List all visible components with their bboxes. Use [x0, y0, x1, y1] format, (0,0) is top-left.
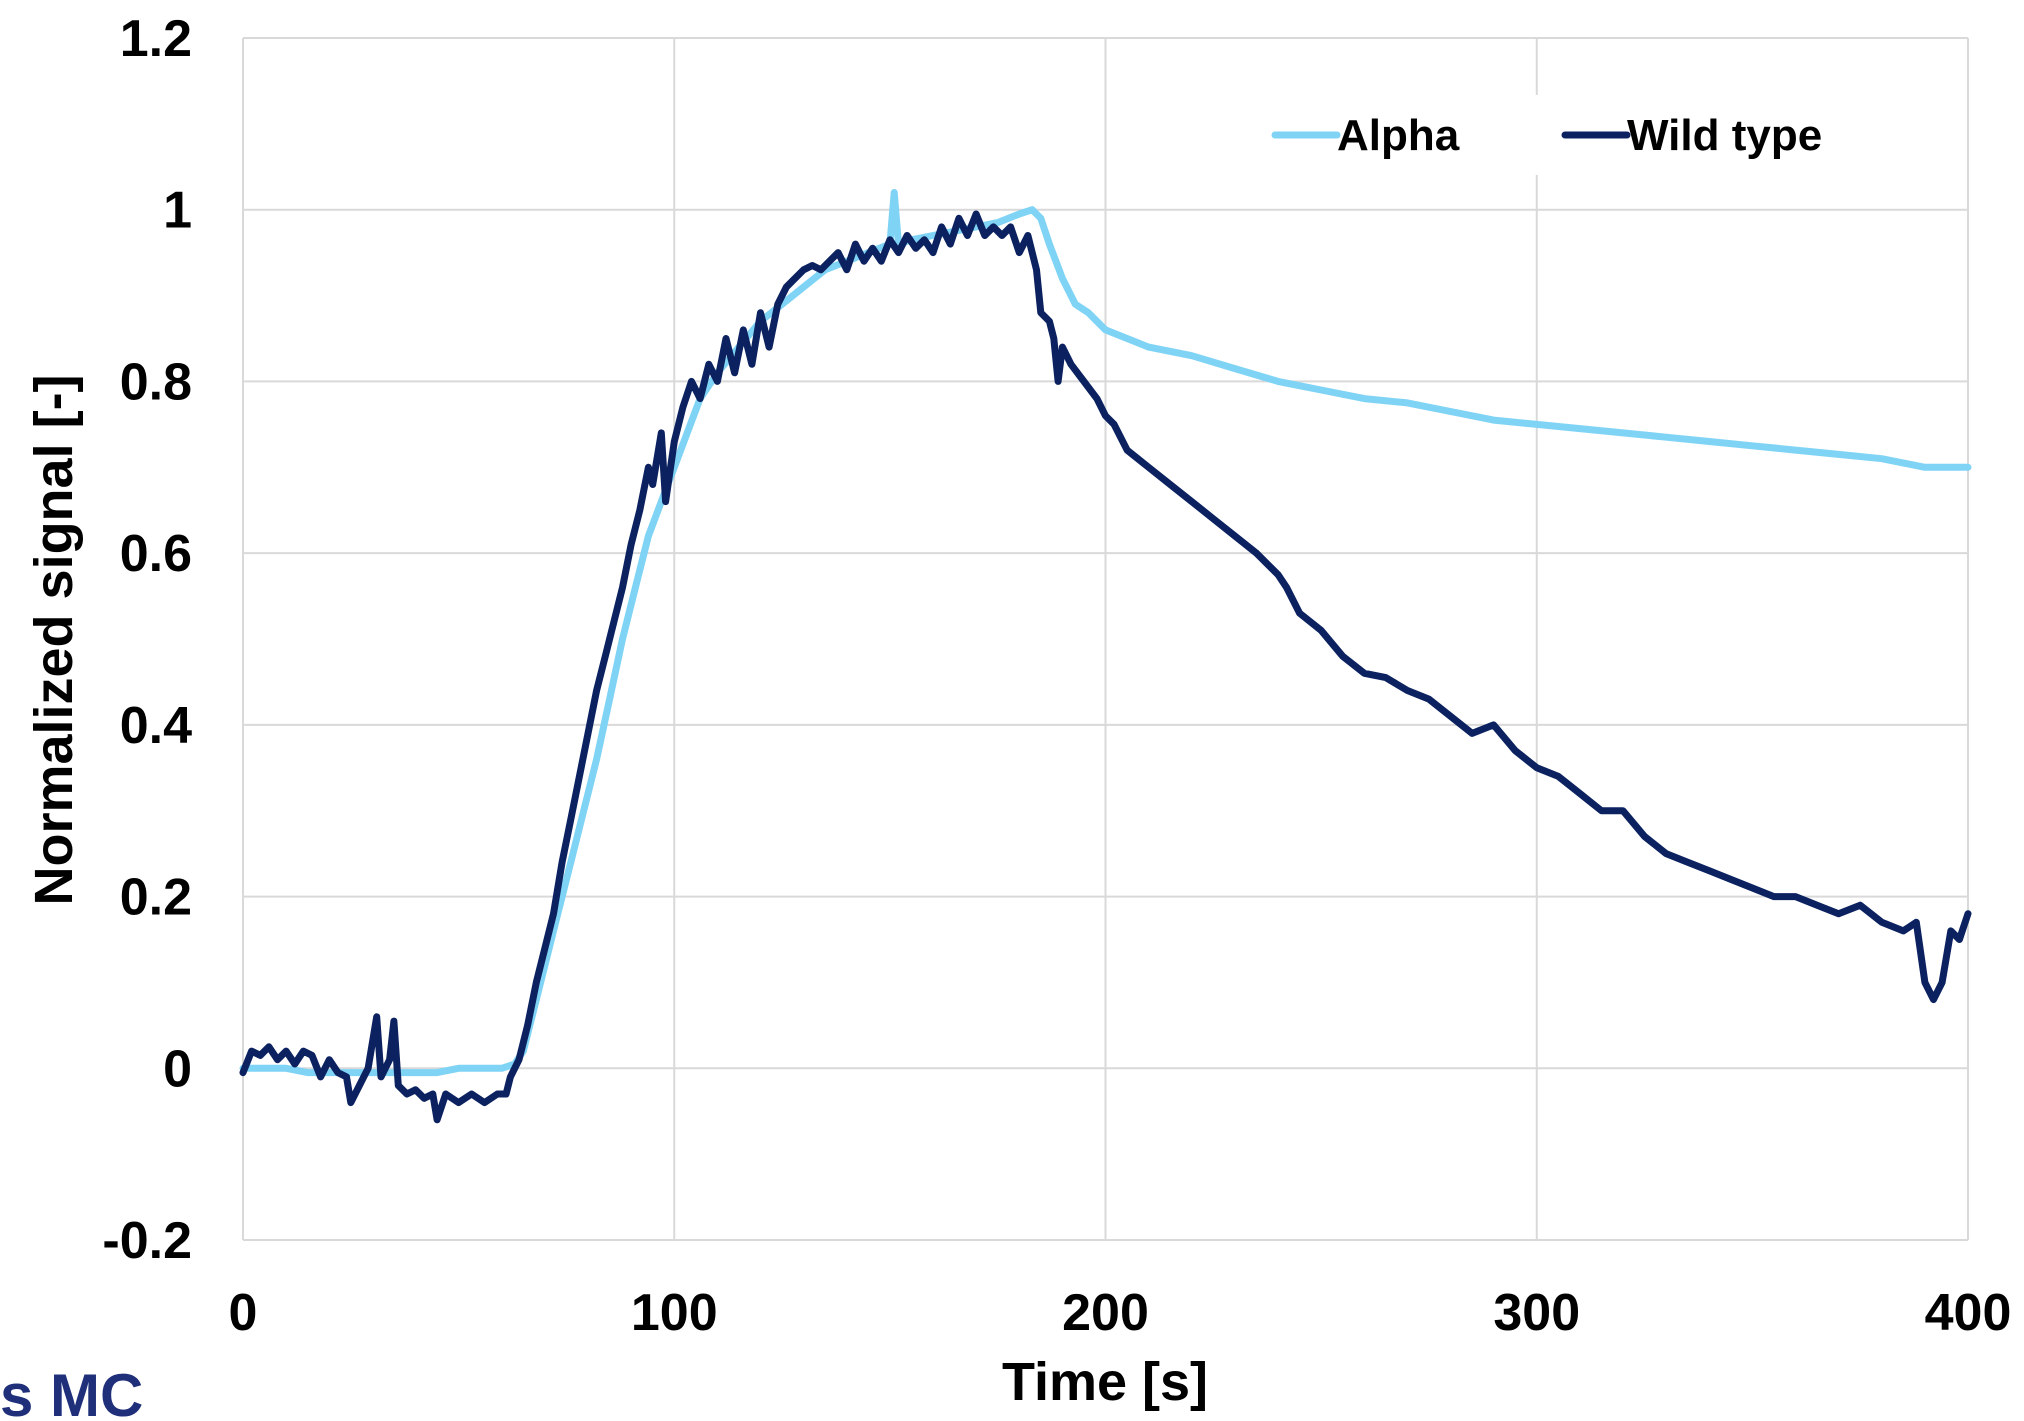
legend: Alpha Wild type: [1262, 95, 1862, 175]
x-tick-label: 0: [229, 1284, 258, 1342]
y-axis-title: Normalized signal [-]: [24, 374, 84, 905]
gridlines: [242, 37, 1969, 1241]
series-line-wild-type: [239, 210, 1972, 1124]
y-tick-label: -0.2: [102, 1212, 192, 1270]
x-tick-label: 300: [1493, 1284, 1580, 1342]
y-tick-label: 0.8: [120, 353, 192, 411]
y-tick-label: 0: [163, 1040, 192, 1098]
y-tick-label: 0.2: [120, 869, 192, 927]
y-tick-label: 0.6: [120, 525, 192, 583]
y-tick-label: 0.4: [120, 697, 192, 755]
x-tick-label: 400: [1925, 1284, 2012, 1342]
legend-label: Wild type: [1627, 111, 1822, 160]
x-tick-label: 100: [631, 1284, 718, 1342]
x-tick-label: 200: [1062, 1284, 1149, 1342]
y-tick-label: 1: [163, 182, 192, 240]
series-line-alpha: [239, 189, 1972, 1077]
x-axis-title: Time [s]: [1002, 1352, 1208, 1412]
y-tick-label: 1.2: [120, 10, 192, 68]
legend-label: Alpha: [1337, 111, 1460, 160]
watermark-logo: s MC: [0, 1362, 143, 1421]
series-layer: [239, 189, 1972, 1124]
tick-labels: -0.2 0 0.2 0.4 0.6 0.8 1 1.2 0 100 200 300 400: [102, 10, 2011, 1342]
